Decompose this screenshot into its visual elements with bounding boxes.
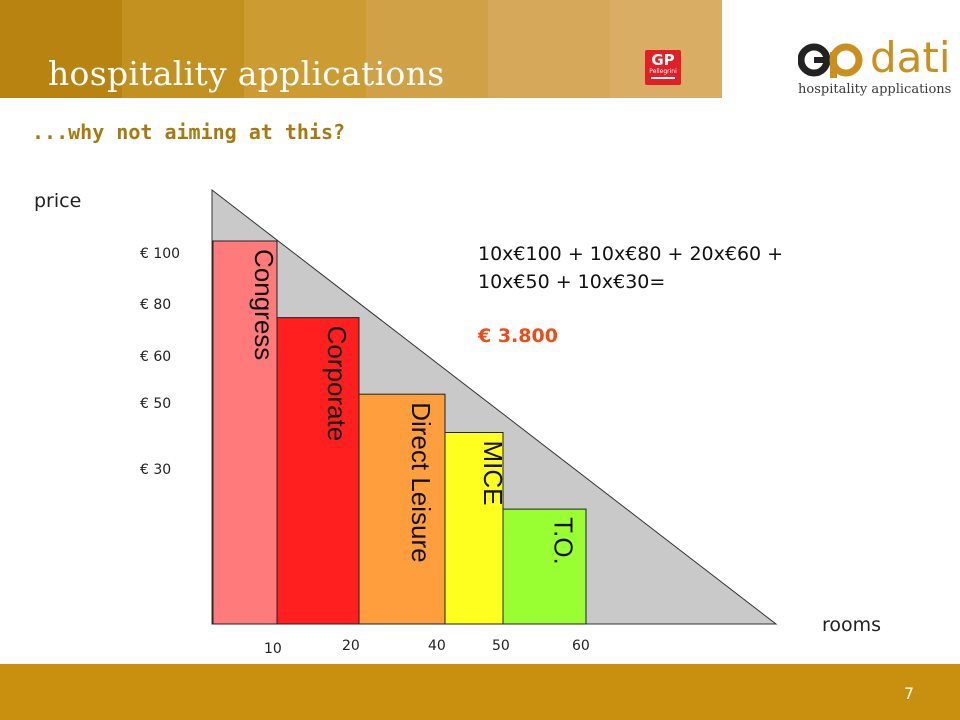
badge-logo: GP (651, 51, 675, 69)
slide-subtitle: ...why not aiming at this? (32, 120, 346, 144)
logo-wordmark: dati (870, 33, 951, 82)
revenue-total: € 3.800 (478, 325, 558, 347)
bar-corporate (276, 317, 360, 625)
gp-logo-icon (798, 43, 863, 78)
x-tick-label: 20 (342, 638, 360, 654)
footer-bar: 7 (0, 664, 960, 720)
y-tick-label: € 80 (140, 297, 171, 313)
brand-tagline: hospitality applications (48, 54, 445, 93)
x-tick-label: 10 (264, 641, 282, 657)
header-stripe (122, 0, 244, 98)
badge-divider (651, 77, 675, 79)
bar-label: Congress (249, 249, 279, 360)
header-stripe (0, 0, 122, 98)
bar-label: T.O. (549, 517, 579, 565)
x-tick-label: 50 (492, 638, 510, 654)
bar-direct-leisure (358, 393, 446, 625)
y-tick-label: € 60 (140, 349, 171, 365)
header-stripe (488, 0, 610, 98)
bar-label: MICE (478, 441, 508, 506)
bar-label: Direct Leisure (406, 402, 436, 562)
logo-subtitle: hospitality applications (798, 82, 952, 97)
header-banner: hospitality applications GP Pellegrini (0, 0, 722, 98)
formula-line-1: 10x€100 + 10x€80 + 20x€60 + (478, 243, 784, 265)
bar-label: Corporate (322, 326, 352, 442)
y-tick-label: € 100 (140, 246, 180, 262)
x-axis-label: rooms (822, 614, 881, 636)
x-tick-label: 60 (572, 638, 590, 654)
badge-text: Pellegrini (649, 68, 677, 75)
bar-t-o (502, 508, 587, 625)
formula-line-2: 10x€50 + 10x€30= (478, 271, 666, 293)
header-stripe (244, 0, 366, 98)
y-tick-label: € 30 (140, 462, 171, 478)
pellegrini-badge: GP Pellegrini (645, 50, 681, 85)
header-stripe (366, 0, 488, 98)
y-axis-label: price (34, 190, 81, 212)
bar-congress (212, 240, 278, 625)
page-number: 7 (903, 684, 914, 703)
y-tick-label: € 50 (140, 396, 171, 412)
x-tick-label: 40 (428, 638, 446, 654)
revenue-formula: 10x€100 + 10x€80 + 20x€60 + 10x€50 + 10x… (478, 240, 938, 296)
